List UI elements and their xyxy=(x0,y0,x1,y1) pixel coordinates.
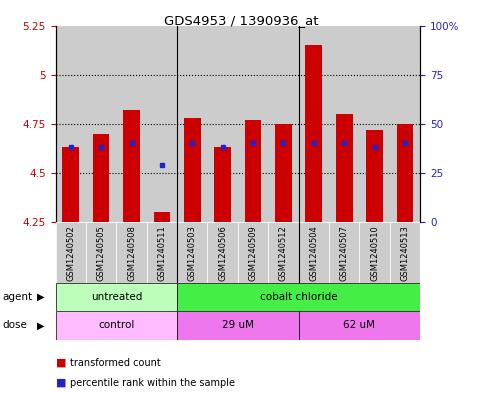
Bar xyxy=(390,26,420,222)
Text: 29 uM: 29 uM xyxy=(222,320,254,331)
Bar xyxy=(93,134,110,222)
Text: ■: ■ xyxy=(56,378,66,388)
FancyBboxPatch shape xyxy=(390,222,420,283)
Bar xyxy=(123,110,140,222)
Text: agent: agent xyxy=(2,292,32,302)
Text: GSM1240508: GSM1240508 xyxy=(127,225,136,281)
Text: control: control xyxy=(98,320,134,331)
Text: GSM1240502: GSM1240502 xyxy=(66,225,75,281)
Bar xyxy=(336,114,353,222)
Text: 62 uM: 62 uM xyxy=(343,320,375,331)
Bar xyxy=(329,26,359,222)
Text: GSM1240505: GSM1240505 xyxy=(97,225,106,281)
Text: GSM1240504: GSM1240504 xyxy=(309,225,318,281)
Bar xyxy=(359,26,390,222)
Text: ▶: ▶ xyxy=(37,320,45,331)
FancyBboxPatch shape xyxy=(86,222,116,283)
Bar xyxy=(397,124,413,222)
FancyBboxPatch shape xyxy=(359,222,390,283)
FancyBboxPatch shape xyxy=(298,222,329,283)
Text: GSM1240510: GSM1240510 xyxy=(370,225,379,281)
Bar xyxy=(245,120,261,222)
Bar xyxy=(305,45,322,222)
FancyBboxPatch shape xyxy=(147,222,177,283)
Text: ▶: ▶ xyxy=(37,292,45,302)
Text: GSM1240507: GSM1240507 xyxy=(340,225,349,281)
Bar xyxy=(268,26,298,222)
Bar xyxy=(184,118,200,222)
Bar xyxy=(116,26,147,222)
Bar xyxy=(86,26,116,222)
Bar xyxy=(214,147,231,222)
Text: cobalt chloride: cobalt chloride xyxy=(260,292,338,302)
Bar xyxy=(298,26,329,222)
Bar xyxy=(275,124,292,222)
FancyBboxPatch shape xyxy=(56,222,86,283)
Text: percentile rank within the sample: percentile rank within the sample xyxy=(70,378,235,388)
Bar xyxy=(177,283,420,311)
Bar xyxy=(62,147,79,222)
Text: transformed count: transformed count xyxy=(70,358,161,368)
Text: GSM1240506: GSM1240506 xyxy=(218,225,227,281)
FancyBboxPatch shape xyxy=(177,222,208,283)
Bar xyxy=(177,26,208,222)
Text: GSM1240511: GSM1240511 xyxy=(157,225,167,281)
Text: GSM1240509: GSM1240509 xyxy=(249,225,257,281)
Bar xyxy=(56,26,86,222)
Bar xyxy=(208,26,238,222)
Text: untreated: untreated xyxy=(91,292,142,302)
Text: GSM1240512: GSM1240512 xyxy=(279,225,288,281)
FancyBboxPatch shape xyxy=(329,222,359,283)
FancyBboxPatch shape xyxy=(208,222,238,283)
Bar xyxy=(154,212,170,222)
Bar xyxy=(147,26,177,222)
Text: dose: dose xyxy=(2,320,28,331)
Text: GDS4953 / 1390936_at: GDS4953 / 1390936_at xyxy=(164,14,319,27)
FancyBboxPatch shape xyxy=(238,222,268,283)
Text: ■: ■ xyxy=(56,358,66,368)
Text: GSM1240513: GSM1240513 xyxy=(400,225,410,281)
Text: GSM1240503: GSM1240503 xyxy=(188,225,197,281)
Bar xyxy=(177,311,298,340)
FancyBboxPatch shape xyxy=(268,222,298,283)
Bar xyxy=(298,311,420,340)
Bar xyxy=(238,26,268,222)
Bar xyxy=(56,311,177,340)
Bar xyxy=(56,283,177,311)
Bar xyxy=(366,130,383,222)
FancyBboxPatch shape xyxy=(116,222,147,283)
